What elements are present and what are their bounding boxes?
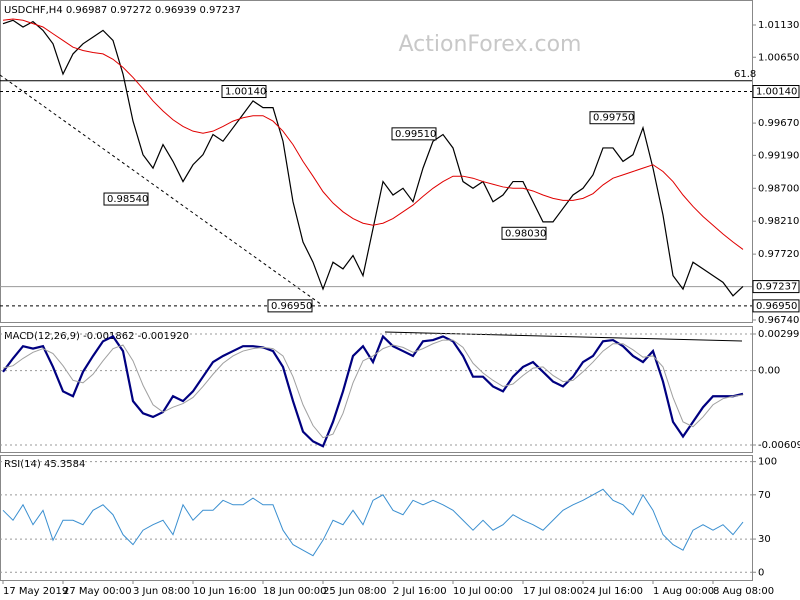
annotation-label: 0.99750	[593, 113, 634, 124]
x-tick-label: 25 Jun 08:00	[323, 586, 387, 597]
x-tick-label: 2 Jul 16:00	[393, 586, 447, 597]
y-tick-label: 100	[758, 457, 777, 468]
x-tick-label: 3 Jun 08:00	[133, 586, 190, 597]
y-tick-label: 0.99670	[758, 118, 799, 129]
x-tick-label: 18 Jun 00:00	[263, 586, 327, 597]
annotation-box	[267, 299, 313, 313]
series-line	[2, 19, 744, 297]
watermark: ActionForex.com	[399, 32, 582, 57]
annotation-label: 1.00140	[225, 87, 266, 98]
y-tick-label: 0	[758, 567, 764, 578]
rsi-panel	[0, 455, 753, 581]
x-tick-label: 10 Jun 16:00	[193, 586, 257, 597]
annotation-box	[501, 226, 547, 240]
series-line	[2, 18, 744, 250]
annotation-box	[391, 127, 437, 141]
series-line	[2, 339, 744, 439]
annotation-label: 0.99510	[395, 129, 436, 140]
macd-trend-line	[384, 331, 743, 342]
level-box	[752, 299, 800, 313]
x-tick-label: 17 May 2019	[3, 586, 68, 597]
y-tick-label: 0.97720	[758, 249, 799, 260]
y-tick-label: 0.00	[758, 366, 780, 377]
annotation-box	[221, 85, 267, 99]
x-tick-label: 24 Jul 16:00	[583, 586, 643, 597]
macd-panel	[0, 326, 753, 453]
rsi-title: RSI(14) 45.3584	[4, 459, 85, 470]
level-label: 0.96950	[756, 301, 797, 312]
y-tick-label: 30	[758, 534, 771, 545]
x-tick-label: 8 Aug 08:00	[713, 586, 774, 597]
x-tick-label: 17 Jul 08:00	[523, 586, 583, 597]
y-tick-label: 0.99190	[758, 150, 799, 161]
y-tick-label: 0.98210	[758, 216, 799, 227]
annotation-label: 0.98030	[505, 228, 546, 239]
annotation-label: 0.98540	[107, 194, 148, 205]
level-label: 1.00140	[756, 87, 797, 98]
level-box	[752, 85, 800, 99]
x-tick-label: 27 May 00:00	[63, 586, 132, 597]
y-tick-label: 0.96740	[758, 315, 799, 326]
level-box	[752, 280, 800, 294]
price-panel	[0, 0, 753, 323]
y-tick-label: 0.002998	[758, 329, 800, 340]
x-tick-label: 10 Jul 00:00	[453, 586, 513, 597]
macd-title: MACD(12,26,9) -0.001862 -0.001920	[4, 331, 189, 342]
y-tick-label: 0.98700	[758, 183, 799, 194]
x-tick-label: 1 Aug 00:00	[653, 586, 714, 597]
y-tick-label: 1.00650	[758, 52, 799, 63]
y-tick-label: 1.01130	[758, 20, 799, 31]
level-label: 0.97237	[756, 282, 797, 293]
price-title: USDCHF,H4 0.96987 0.97272 0.96939 0.9723…	[4, 5, 241, 16]
annotation-box	[103, 192, 149, 206]
fib-label: 61.8	[734, 69, 756, 80]
annotation-label: 0.96950	[271, 301, 312, 312]
series-line	[2, 488, 744, 557]
y-tick-label: -0.006097	[758, 440, 800, 451]
annotation-box	[589, 111, 635, 125]
y-tick-label: 70	[758, 490, 771, 501]
